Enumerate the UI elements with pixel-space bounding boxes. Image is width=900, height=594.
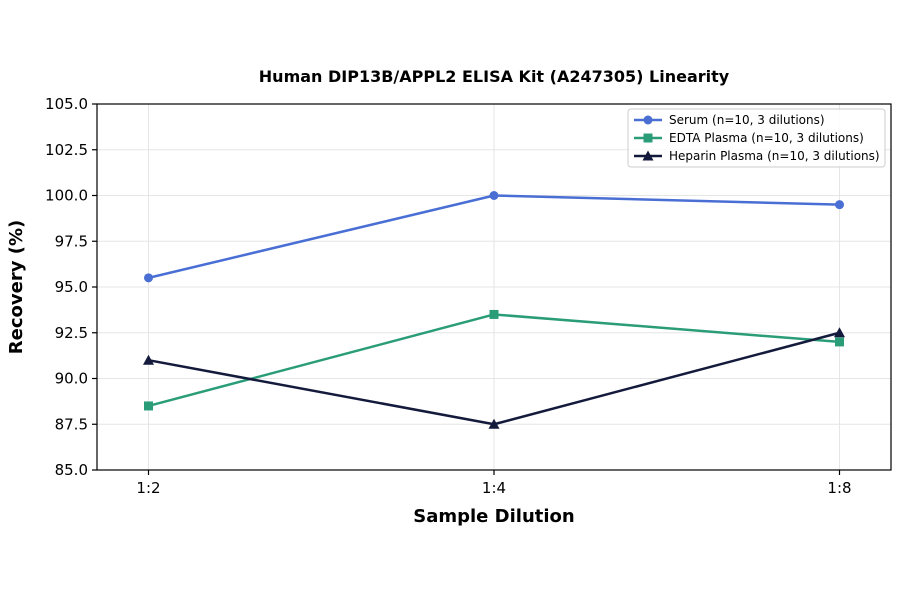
y-tick-label: 102.5 — [45, 141, 88, 159]
legend: Serum (n=10, 3 dilutions) EDTA Plasma (n=… — [627, 108, 886, 168]
y-tick-label: 85.0 — [55, 461, 88, 479]
axis-ticks: 85.0 87.5 90.0 92.5 95.0 97.5 100.0 102.5 105.0 1… — [45, 95, 852, 497]
y-tick-label: 100.0 — [45, 187, 88, 205]
y-tick-label: 105.0 — [45, 95, 88, 113]
legend-label: EDTA Plasma (n=10, 3 dilutions) — [669, 131, 864, 145]
data-point — [834, 327, 845, 338]
legend-item: Heparin Plasma (n=10, 3 dilutions) — [634, 149, 880, 163]
series-layer — [143, 191, 845, 429]
y-tick-label: 87.5 — [55, 415, 88, 433]
legend-label: Heparin Plasma (n=10, 3 dilutions) — [669, 149, 880, 163]
x-tick-label: 1:8 — [827, 479, 851, 497]
legend-label: Serum (n=10, 3 dilutions) — [669, 113, 825, 127]
x-tick-label: 1:2 — [136, 479, 160, 497]
data-point — [489, 309, 499, 319]
y-tick-label: 97.5 — [55, 232, 88, 250]
data-point — [144, 273, 153, 283]
data-point — [488, 418, 500, 429]
legend-marker — [643, 115, 653, 125]
y-tick-label: 92.5 — [55, 324, 88, 342]
legend-items: Serum (n=10, 3 dilutions) EDTA Plasma (n=… — [634, 113, 880, 163]
chart-title: Human DIP13B/APPL2 ELISA Kit (A247305) L… — [259, 67, 730, 86]
data-point — [835, 337, 844, 347]
series-3 — [143, 327, 845, 429]
data-point — [143, 354, 154, 365]
series-2 — [144, 309, 844, 411]
data-point — [489, 191, 499, 200]
x-tick-label: 1:4 — [482, 479, 506, 497]
data-point — [144, 401, 153, 411]
y-tick-label: 90.0 — [55, 370, 88, 388]
data-point — [835, 200, 844, 210]
series-1 — [144, 191, 844, 283]
legend-marker — [643, 133, 653, 143]
y-axis-label: Recovery (%) — [6, 220, 27, 354]
legend-box — [627, 108, 886, 168]
x-axis-label: Sample Dilution — [413, 506, 574, 527]
y-tick-label: 95.0 — [55, 278, 88, 296]
legend-marker — [642, 150, 654, 161]
legend-item: EDTA Plasma (n=10, 3 dilutions) — [634, 131, 864, 145]
legend-item: Serum (n=10, 3 dilutions) — [634, 113, 825, 127]
